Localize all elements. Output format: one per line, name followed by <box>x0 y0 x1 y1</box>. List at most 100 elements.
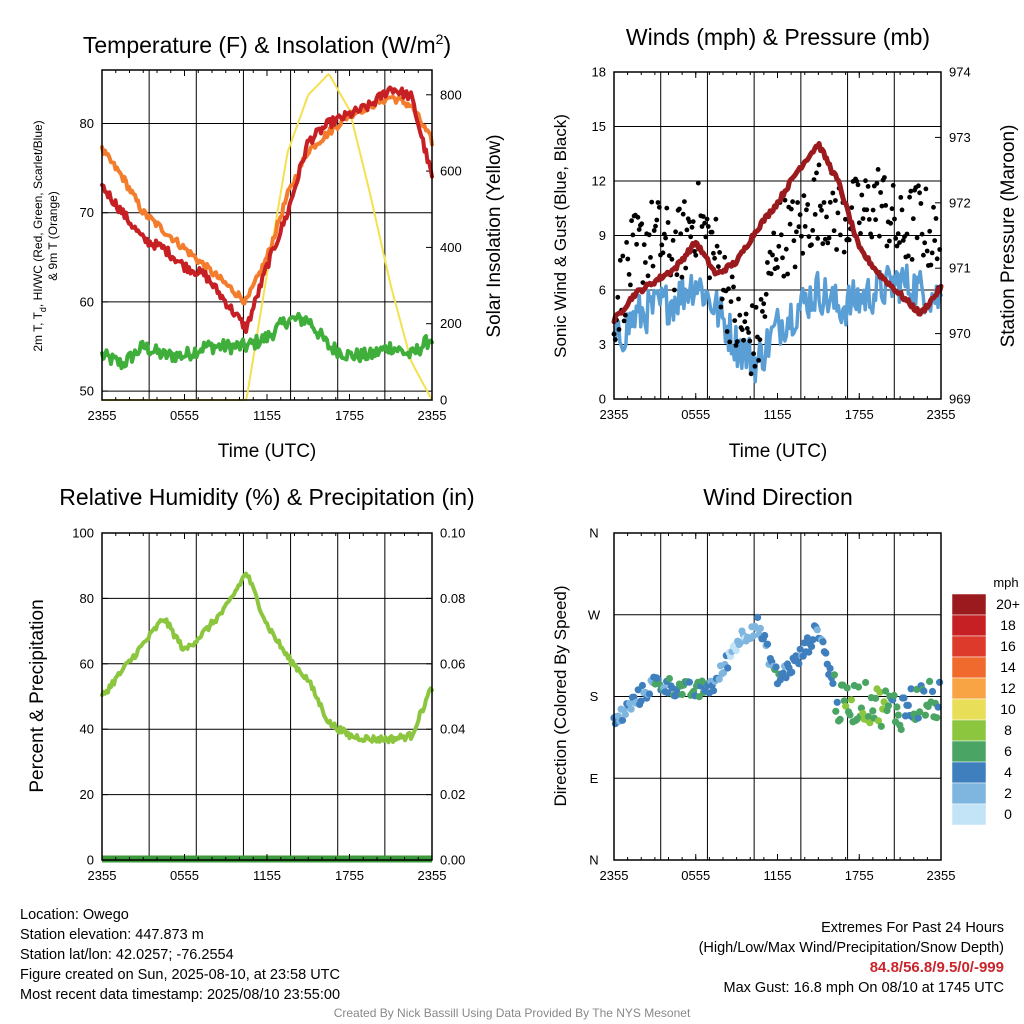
gust-point <box>761 301 767 307</box>
gust-point <box>737 312 743 318</box>
gust-point <box>751 351 756 357</box>
direction-point <box>782 674 790 682</box>
gust-point <box>890 183 896 188</box>
gust-point <box>859 192 865 198</box>
gust-point <box>888 220 894 226</box>
gust-point <box>616 327 622 332</box>
gust-point <box>760 309 765 314</box>
gust-point <box>909 257 915 262</box>
created-text: Figure created on Sun, 2025-08-10, at 23… <box>20 967 340 983</box>
gust-point <box>921 252 926 258</box>
y-tick-label: 15 <box>592 119 606 134</box>
direction-point <box>756 624 765 633</box>
gust-point <box>736 296 741 302</box>
gust-point <box>822 236 828 242</box>
gust-point <box>815 236 821 241</box>
gust-point <box>683 265 689 271</box>
y-tick-label: 100 <box>72 526 94 541</box>
y-tick-label: 0 <box>87 853 94 868</box>
direction-point <box>914 714 922 722</box>
y-tick-label: 70 <box>80 205 94 220</box>
gust-point <box>716 264 721 269</box>
gust-point <box>917 190 922 196</box>
direction-point <box>921 711 930 719</box>
gust-point <box>645 273 651 279</box>
gust-point <box>874 181 880 186</box>
gust-point <box>928 262 934 268</box>
gust-point <box>734 339 740 344</box>
direction-point <box>859 709 867 718</box>
y-axis-label: Direction (Colored By Speed) <box>551 585 570 806</box>
gust-point <box>690 219 696 225</box>
x-tick-label: 2355 <box>927 407 956 422</box>
direction-point <box>866 719 874 727</box>
direction-point <box>854 683 863 691</box>
direction-point <box>645 690 654 698</box>
gust-point <box>659 242 665 248</box>
x-tick-label: 2355 <box>418 868 447 883</box>
direction-point <box>934 703 942 711</box>
gust-point <box>643 260 648 265</box>
gust-point <box>780 255 785 261</box>
panel-title: Temperature (F) & Insolation (W/m2) <box>83 31 451 58</box>
y2-tick-label: 971 <box>949 261 971 276</box>
gust-point <box>900 238 906 243</box>
direction-point <box>869 707 877 715</box>
x-tick-label: 1755 <box>845 868 874 883</box>
extremes-subtitle: (High/Low/Max Wind/Precipitation/Snow De… <box>698 940 1004 956</box>
gust-point <box>831 228 837 234</box>
gust-point <box>919 231 925 237</box>
direction-point <box>809 636 817 644</box>
y2-tick-label: 0.00 <box>440 853 465 868</box>
gust-point <box>892 216 897 222</box>
gust-point <box>693 252 699 258</box>
panel-title: Winds (mph) & Pressure (mb) <box>626 24 930 50</box>
gust-point <box>811 177 817 183</box>
gust-point <box>841 249 847 255</box>
direction-point <box>715 675 723 683</box>
direction-point <box>626 699 634 707</box>
gust-point <box>700 214 706 219</box>
gust-point <box>670 238 676 243</box>
y2-tick-label: 400 <box>440 240 462 255</box>
direction-point <box>843 684 851 692</box>
gust-point <box>869 234 875 240</box>
gust-point <box>634 241 639 247</box>
gust-point <box>804 207 809 213</box>
gust-point <box>749 303 755 309</box>
direction-point <box>864 713 873 721</box>
gust-point <box>905 253 911 259</box>
gust-point <box>889 206 895 212</box>
gust-point <box>796 224 802 230</box>
gust-point <box>865 184 871 189</box>
direction-point <box>884 702 893 710</box>
direction-point <box>678 690 686 699</box>
gust-point <box>742 319 748 325</box>
gust-point <box>904 231 910 237</box>
direction-point <box>805 648 813 656</box>
gust-point <box>666 253 672 259</box>
direction-point <box>876 688 884 696</box>
direction-point <box>788 668 796 676</box>
direction-point <box>808 642 816 651</box>
gust-point <box>809 242 814 248</box>
legend-swatch <box>951 719 987 742</box>
gust-point <box>771 230 777 236</box>
gust-point <box>897 240 902 246</box>
y-tick-label: 80 <box>80 591 94 606</box>
direction-point <box>900 694 908 702</box>
gust-point <box>843 216 848 222</box>
direction-point <box>928 687 937 696</box>
direction-point <box>832 707 840 715</box>
gust-point <box>624 240 629 245</box>
direction-point <box>685 678 694 686</box>
gust-point <box>753 304 759 310</box>
gust-point <box>801 193 807 199</box>
gust-point <box>835 210 841 216</box>
gust-point <box>649 199 655 205</box>
gust-point <box>682 199 687 205</box>
speed-legend: mph 20+ 18 16 14 12 10 8 6 4 2 0 <box>951 575 1020 826</box>
direction-point <box>627 705 635 713</box>
x-tick-label: 1155 <box>764 407 792 422</box>
gust-point <box>746 330 751 335</box>
